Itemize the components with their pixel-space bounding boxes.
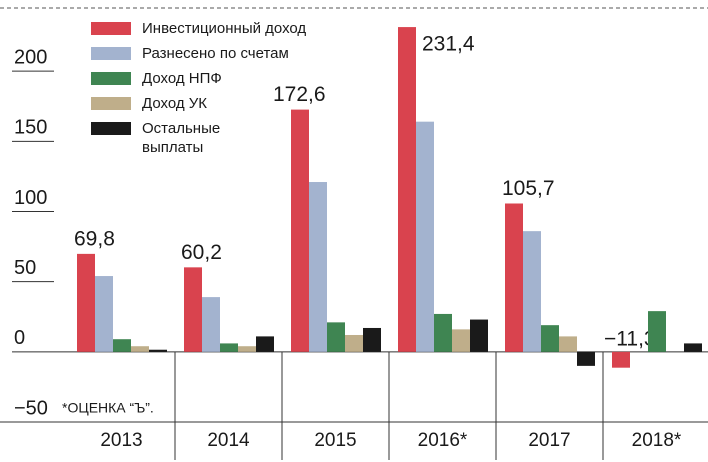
y-tick-label: 200 [14,46,47,68]
bar [648,311,666,352]
bar [684,343,702,352]
y-tick-label: 0 [14,327,25,349]
bar [309,182,327,352]
bar [345,334,363,352]
value-label: 231,4 [422,33,475,56]
bar [149,349,167,352]
value-label: −11,3 [604,327,656,350]
bar [113,339,131,352]
bar [184,267,202,352]
bar [577,351,595,366]
y-tick-label: 50 [14,257,36,279]
legend-label: Разнесено по счетам [142,45,289,62]
bar [291,109,309,352]
bar [559,336,577,352]
legend-swatch [91,22,131,35]
x-tick-label: 2015 [314,430,356,451]
bar [238,346,256,352]
bar [612,351,630,368]
bar [452,329,470,352]
x-tick-label: 2013 [100,430,142,451]
bar [470,319,488,352]
value-label: 69,8 [74,227,115,250]
bar [505,203,523,352]
annotation: *ОЦЕНКА “Ъ”. [62,400,154,416]
bar [77,253,95,352]
legend-swatch [91,47,131,60]
x-tick-label: 2018* [632,430,682,451]
bar [541,325,559,352]
bar [363,327,381,352]
bar [327,322,345,352]
bar [256,336,274,352]
value-label: 105,7 [502,177,555,200]
legend-label: Доход НПФ [142,70,222,87]
bar [523,231,541,352]
legend-label: Остальные выплаты [142,120,221,156]
legend-label: Доход УК [142,95,208,112]
legend-label: Инвестиционный доход [142,20,307,37]
bar [416,121,434,352]
bar [95,276,113,352]
bar [131,346,149,352]
legend-swatch [91,72,131,85]
y-tick-label: 150 [14,117,47,139]
x-tick-label: 2016* [418,430,468,451]
bar [398,27,416,352]
x-tick-label: 2014 [207,430,250,451]
value-label: 60,2 [181,241,222,264]
bar [220,343,238,352]
bar [434,313,452,352]
legend-swatch [91,122,131,135]
bar [202,297,220,352]
y-tick-label: −50 [14,397,48,419]
value-label: 172,6 [273,83,326,106]
legend-swatch [91,97,131,110]
y-tick-label: 100 [14,187,47,209]
x-tick-label: 2017 [528,430,570,451]
